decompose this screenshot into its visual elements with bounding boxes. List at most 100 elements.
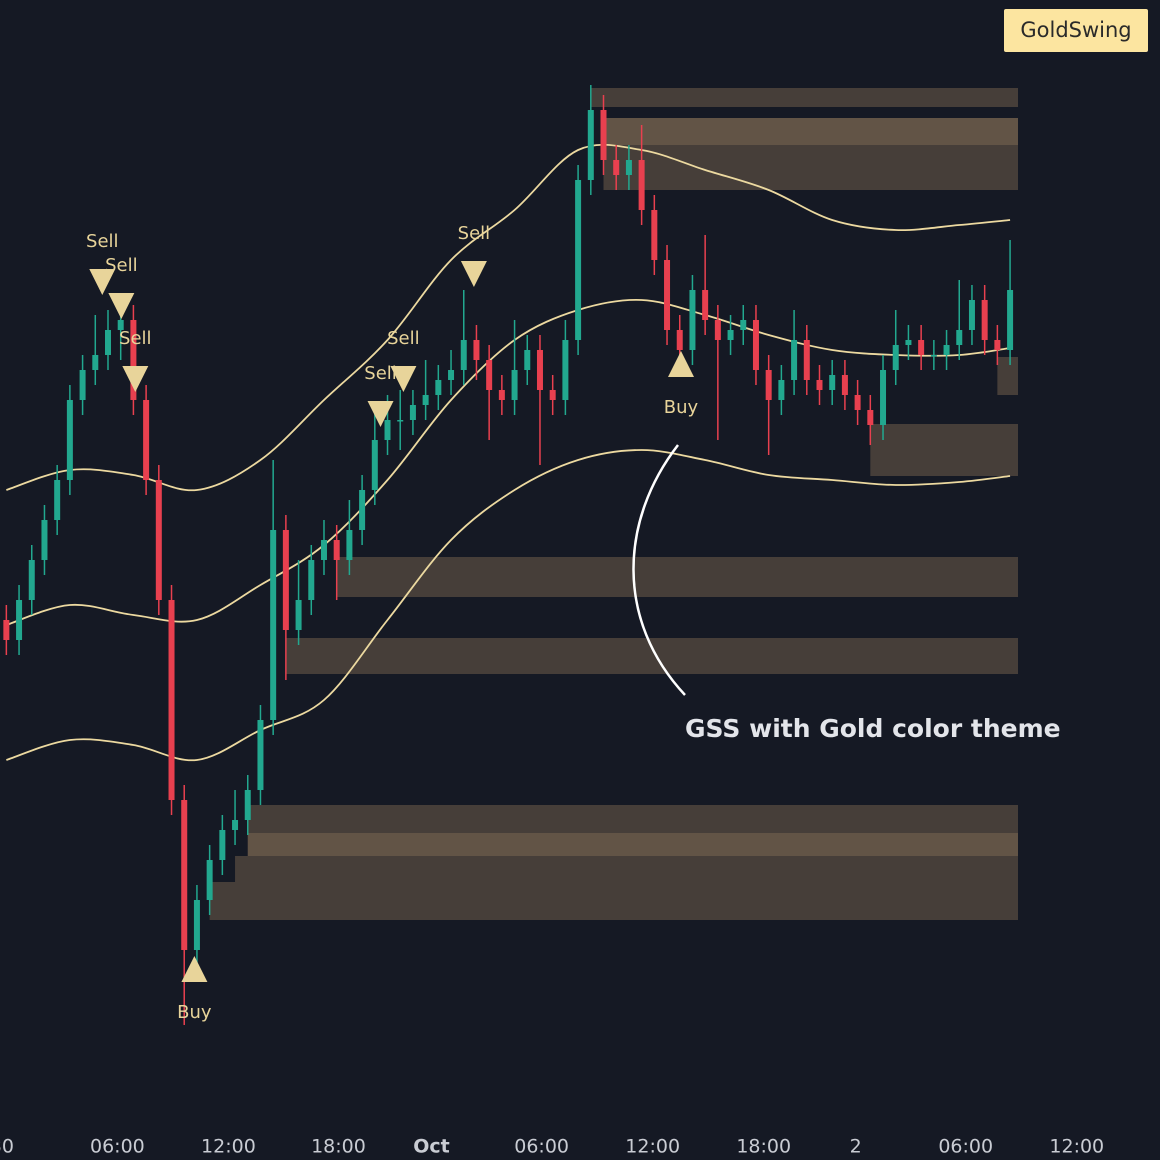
candle-body xyxy=(638,160,645,210)
candle-body xyxy=(486,360,493,390)
candle-body xyxy=(384,420,391,440)
candle-body xyxy=(498,390,505,400)
candle-body xyxy=(155,480,162,600)
x-tick-label: 06:00 xyxy=(938,1136,993,1158)
candle-body xyxy=(536,350,543,390)
candle-body xyxy=(295,600,302,630)
candle-body xyxy=(333,540,340,560)
candle-body xyxy=(524,350,531,370)
signal-marker xyxy=(108,293,135,319)
annotation-arrow xyxy=(632,444,686,696)
signal-marker xyxy=(122,366,149,392)
candle-body xyxy=(320,540,327,560)
candle-body xyxy=(181,800,188,950)
x-tick-label: 2 xyxy=(850,1136,862,1158)
signal-marker xyxy=(460,261,487,287)
candle-body xyxy=(168,600,175,800)
signal-label: Sell xyxy=(387,328,420,349)
candle-body xyxy=(803,340,810,380)
candle-body xyxy=(702,290,709,320)
candle-body xyxy=(346,530,353,560)
candle-body xyxy=(117,320,124,330)
candle-body xyxy=(905,340,912,345)
signal-marker xyxy=(367,401,394,427)
candle-body xyxy=(54,480,61,520)
candle-body xyxy=(397,420,404,422)
candle-body xyxy=(219,830,226,860)
candle-body xyxy=(257,720,264,790)
zone xyxy=(247,805,1019,856)
candle-body xyxy=(130,320,137,400)
candle-body xyxy=(664,260,671,330)
zone xyxy=(590,88,1018,107)
candle-body xyxy=(28,560,35,600)
candle-body xyxy=(740,320,747,330)
candle-body xyxy=(841,375,848,395)
candle-body xyxy=(880,370,887,425)
candle-body xyxy=(232,820,239,830)
candle-body xyxy=(549,390,556,400)
x-tick-label: 12:00 xyxy=(625,1136,680,1158)
zone xyxy=(603,118,1018,190)
x-tick-label: 12:00 xyxy=(1049,1136,1104,1158)
x-tick-label: 06:00 xyxy=(90,1136,145,1158)
candle-body xyxy=(613,160,620,175)
candle-body xyxy=(791,340,798,380)
candle-body xyxy=(41,520,48,560)
signal-label: Sell xyxy=(364,363,397,384)
candle-body xyxy=(600,110,607,160)
band-line xyxy=(6,143,1011,492)
candle-body xyxy=(66,400,73,480)
badge: GoldSwing xyxy=(1020,18,1131,42)
candle-body xyxy=(435,380,442,395)
candle-body xyxy=(575,180,582,340)
candle-body xyxy=(752,320,759,370)
candle-body xyxy=(676,330,683,350)
candle-body xyxy=(448,370,455,380)
band-line xyxy=(6,449,1011,762)
candle-body xyxy=(943,345,950,355)
candle-body xyxy=(511,370,518,400)
candle-body xyxy=(16,600,23,640)
candle-body xyxy=(79,370,86,400)
zone xyxy=(285,638,1019,674)
candle-body xyxy=(473,340,480,360)
candle-body xyxy=(892,345,899,370)
zone xyxy=(235,856,1018,882)
candle-body xyxy=(956,330,963,345)
candle-body xyxy=(562,340,569,400)
zone xyxy=(247,833,1019,856)
candle-body xyxy=(689,290,696,350)
candle-body xyxy=(981,300,988,340)
zone xyxy=(997,357,1018,395)
candle-body xyxy=(409,405,416,420)
candle-body xyxy=(308,560,315,600)
x-tick-label: 12:00 xyxy=(201,1136,256,1158)
candle-body xyxy=(92,355,99,370)
candle-body xyxy=(727,330,734,340)
candle-body xyxy=(587,110,594,180)
candle-body xyxy=(854,395,861,410)
signal-marker xyxy=(668,351,695,377)
candle-body xyxy=(829,375,836,390)
candle-body xyxy=(1007,290,1014,350)
signal-marker xyxy=(390,366,417,392)
candle-body xyxy=(816,380,823,390)
signal-marker xyxy=(181,956,208,982)
zone xyxy=(209,882,1018,920)
signal-marker xyxy=(89,269,116,295)
candle-body xyxy=(244,790,251,820)
candle-body xyxy=(359,490,366,530)
zone xyxy=(336,557,1018,597)
candle-body xyxy=(371,440,378,490)
zone xyxy=(603,118,1018,145)
signal-label: Sell xyxy=(86,231,119,252)
candle-body xyxy=(206,860,213,900)
candle-body xyxy=(714,320,721,340)
candle-body xyxy=(867,410,874,425)
signal-label: Buy xyxy=(664,397,699,418)
candle-body xyxy=(104,330,111,355)
candle-body xyxy=(282,530,289,630)
signal-label: Sell xyxy=(458,223,491,244)
x-tick-label: 18:00 xyxy=(311,1136,366,1158)
